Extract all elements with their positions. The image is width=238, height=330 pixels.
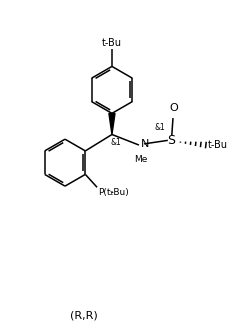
Text: t-Bu: t-Bu: [208, 140, 228, 150]
Text: (R,R): (R,R): [70, 310, 98, 320]
Text: S: S: [167, 134, 175, 147]
Text: t-Bu: t-Bu: [102, 38, 122, 48]
Text: &1: &1: [155, 123, 165, 132]
Polygon shape: [109, 114, 115, 135]
Text: ₂: ₂: [109, 188, 113, 197]
Text: N: N: [141, 139, 149, 149]
Text: P(t-Bu): P(t-Bu): [98, 188, 129, 197]
Text: Me: Me: [134, 155, 148, 164]
Text: &1: &1: [111, 138, 122, 147]
Text: O: O: [170, 103, 178, 114]
